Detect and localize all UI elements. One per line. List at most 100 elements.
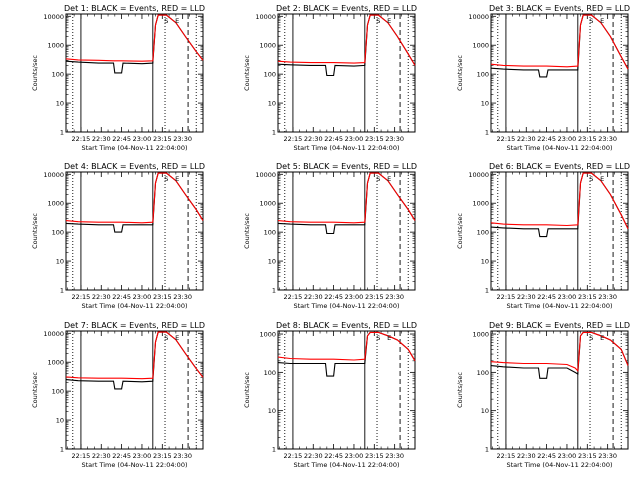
x-tick-label: 22:30 [92,135,111,143]
x-tick-label: 23:30 [173,293,192,301]
x-tick-label: 23:30 [598,452,617,460]
y-tick-label: 10000 [255,171,276,179]
y-axis-label: Counts/sec [31,372,39,408]
x-tick-label: 22:45 [324,135,343,143]
y-tick-label: 10000 [43,13,64,21]
x-tick-label: 23:30 [385,135,404,143]
chart-title: Det 5: BLACK = Events, RED = LLD [276,162,417,171]
marker-S: S [589,17,593,25]
marker-S: S [589,175,593,183]
x-tick-label: 22:45 [112,135,131,143]
lld-line-red [277,14,416,66]
x-tick-label: 22:15 [497,293,516,301]
lld-line-red [65,14,204,62]
x-tick-label: 23:00 [558,452,577,460]
y-tick-label: 100 [477,229,489,237]
y-tick-label: 1 [272,287,276,295]
plot-frame [277,13,416,133]
plot-frame [490,171,629,291]
x-tick-label: 22:30 [304,452,323,460]
x-tick-label: 23:00 [133,452,152,460]
x-axis-label: Start Time (04-Nov-11 22:04:00) [82,144,188,152]
x-tick-label: 23:30 [385,293,404,301]
x-tick-label: 23:30 [598,135,617,143]
x-tick-label: 23:15 [578,135,597,143]
y-tick-label: 100 [264,229,276,237]
y-tick-label: 10 [56,417,64,425]
x-tick-label: 22:30 [517,293,536,301]
chart-title: Det 4: BLACK = Events, RED = LLD [64,162,205,171]
y-tick-label: 1 [272,446,276,454]
chart-title: Det 1: BLACK = Events, RED = LLD [64,4,205,13]
x-tick-label: 23:00 [133,293,152,301]
chart-panel-7: Det 7: BLACK = Events, RED = LLD 1 10 100 10… [31,321,205,469]
x-tick-label: 23:15 [578,293,597,301]
events-line-black [65,172,204,233]
plot-frame [65,171,204,291]
chart-title: Det 6: BLACK = Events, RED = LLD [489,162,630,171]
y-tick-label: 1 [485,446,489,454]
chart-panel-3: Det 3: BLACK = Events, RED = LLD 1 10 100 10… [456,4,630,152]
x-axis-label: Start Time (04-Nov-11 22:04:00) [294,144,400,152]
chart-title: Det 7: BLACK = Events, RED = LLD [64,321,205,330]
plot-frame [65,330,204,450]
y-tick-label: 1000 [47,359,64,367]
chart-panel-4: Det 4: BLACK = Events, RED = LLD 1 10 100 10… [31,162,205,310]
y-axis-label: Counts/sec [243,213,251,249]
x-tick-label: 22:30 [304,293,323,301]
y-axis-label: Counts/sec [243,55,251,91]
x-tick-label: 22:45 [537,135,556,143]
x-tick-label: 22:45 [112,293,131,301]
marker-E: E [600,334,604,342]
chart-panel-2: Det 2: BLACK = Events, RED = LLD 1 10 100 10… [243,4,417,152]
marker-E: E [175,17,179,25]
y-tick-label: 10 [268,100,276,108]
x-tick-label: 22:45 [537,293,556,301]
plot-frame [490,13,629,133]
marker-S: S [376,175,380,183]
y-axis-label: Counts/sec [456,55,464,91]
marker-S: S [164,334,168,342]
events-line-black [490,172,629,238]
x-axis-label: Start Time (04-Nov-11 22:04:00) [507,144,613,152]
marker-E: E [600,17,604,25]
x-tick-label: 23:30 [173,452,192,460]
y-tick-label: 100 [477,71,489,79]
x-tick-label: 23:00 [345,452,364,460]
y-axis-label: Counts/sec [31,55,39,91]
y-tick-label: 100 [477,369,489,377]
y-tick-label: 10 [481,100,489,108]
x-tick-label: 23:15 [153,452,172,460]
y-tick-label: 1 [60,129,64,137]
lld-line-red [277,331,416,362]
y-tick-label: 10 [268,407,276,415]
y-tick-label: 1000 [47,200,64,208]
chart-panel-6: Det 6: BLACK = Events, RED = LLD 1 10 100 10… [456,162,630,310]
x-axis-label: Start Time (04-Nov-11 22:04:00) [294,302,400,310]
plot-frame [490,330,629,450]
events-line-black [65,331,204,390]
x-tick-label: 23:30 [385,452,404,460]
marker-E: E [387,334,391,342]
plot-frame [277,171,416,291]
plot-frame [65,13,204,133]
y-axis-label: Counts/sec [31,213,39,249]
y-tick-label: 1 [60,446,64,454]
events-line-black [277,14,416,77]
chart-title: Det 9: BLACK = Events, RED = LLD [489,321,630,330]
y-tick-label: 1 [272,129,276,137]
x-tick-label: 22:45 [324,293,343,301]
x-tick-label: 23:00 [133,135,152,143]
y-tick-label: 100 [264,369,276,377]
marker-E: E [175,334,179,342]
x-tick-label: 22:30 [517,135,536,143]
events-line-black [65,14,204,74]
x-axis-label: Start Time (04-Nov-11 22:04:00) [82,461,188,469]
x-tick-label: 23:15 [365,135,384,143]
x-tick-label: 22:30 [92,452,111,460]
x-tick-label: 23:00 [345,135,364,143]
x-tick-label: 22:15 [72,452,91,460]
x-tick-label: 22:45 [324,452,343,460]
lld-line-red [490,14,629,70]
